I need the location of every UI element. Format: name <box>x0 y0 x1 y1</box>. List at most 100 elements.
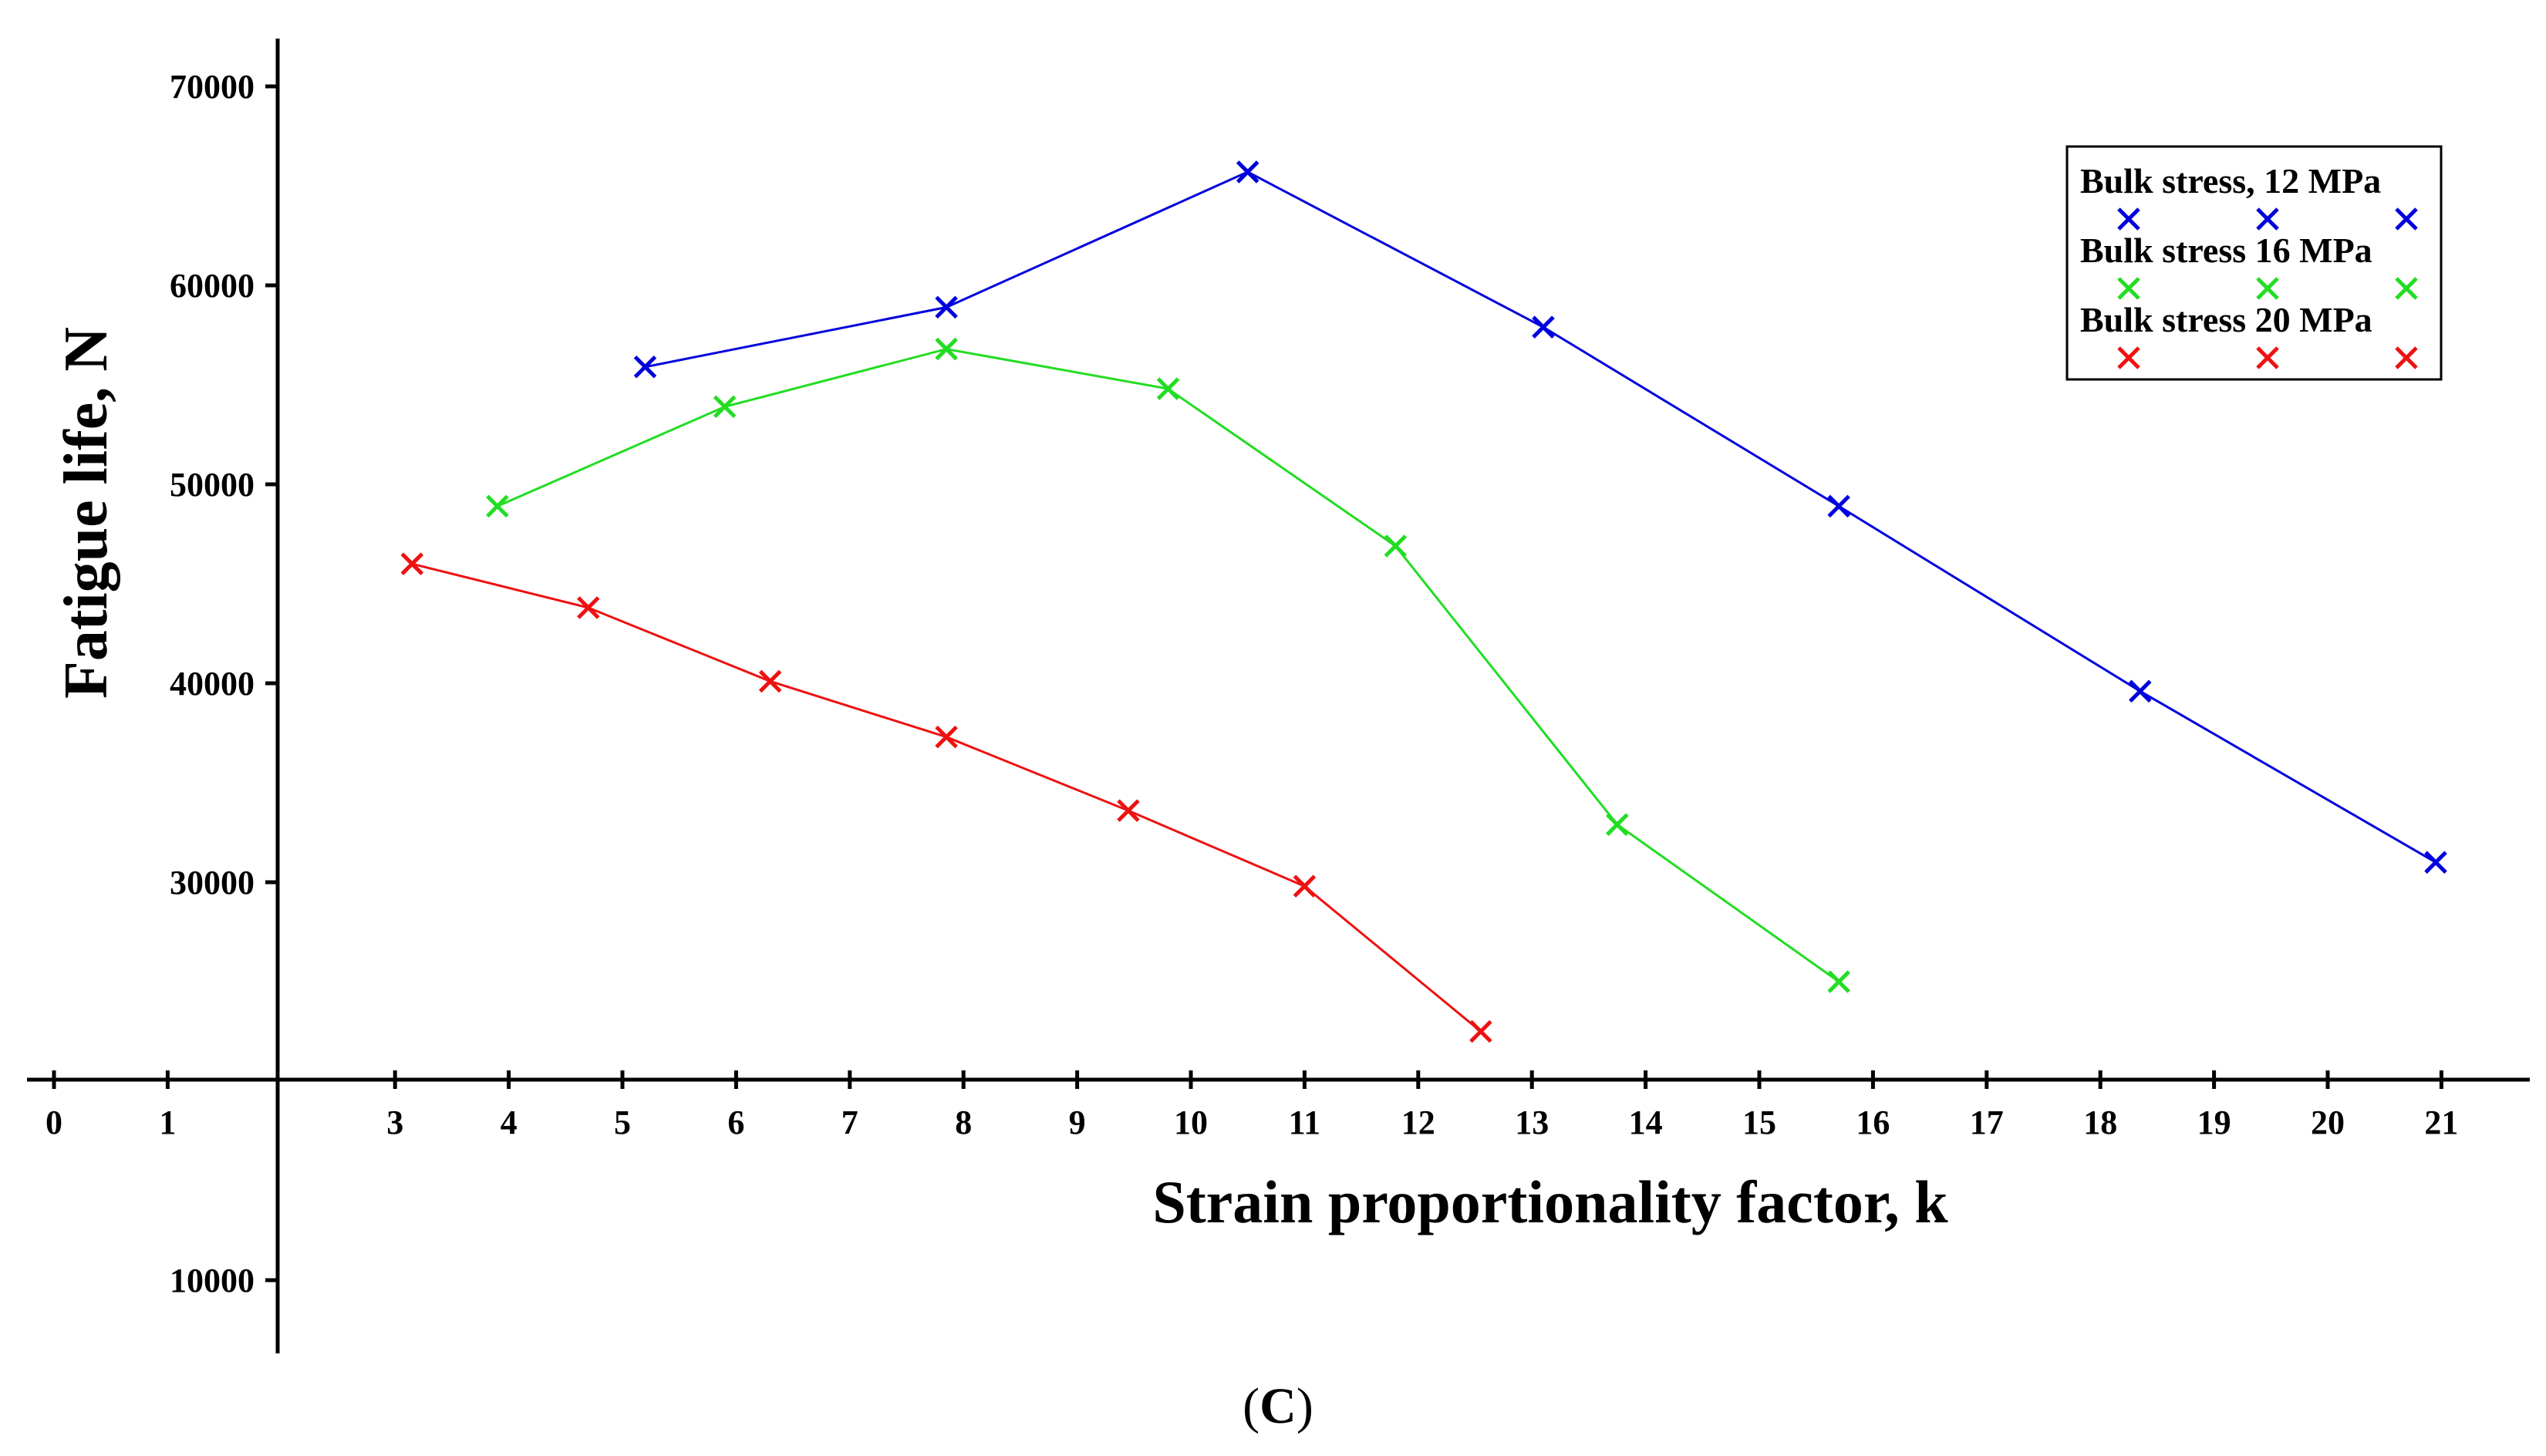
y-tick-label: 30000 <box>170 864 255 902</box>
data-point <box>1384 534 1408 558</box>
panel-label-open: ( <box>1243 1378 1260 1434</box>
marker-stroke <box>1827 494 1850 518</box>
data-point <box>1827 970 1850 993</box>
x-tick-label: 12 <box>1401 1104 1435 1141</box>
data-point <box>1469 1020 1492 1043</box>
marker-stroke <box>2256 346 2279 369</box>
marker-stroke <box>2129 679 2152 703</box>
marker-stroke <box>1156 377 1180 400</box>
data-point <box>935 337 958 361</box>
marker-stroke <box>2256 207 2279 231</box>
marker-stroke <box>2256 277 2279 300</box>
x-tick-label: 10 <box>1174 1104 1208 1141</box>
x-tick-label: 18 <box>2083 1104 2117 1141</box>
x-tick-label: 0 <box>46 1104 62 1141</box>
data-point <box>1532 315 1555 339</box>
marker-stroke <box>1827 970 1850 993</box>
data-point <box>1236 160 1260 184</box>
marker-stroke <box>1469 1020 1492 1043</box>
marker-stroke <box>1117 799 1140 822</box>
data-point <box>486 494 509 518</box>
x-axis-title: Strain proportionality factor, k <box>1152 1168 1948 1235</box>
panel-label: (C) <box>1243 1378 1313 1434</box>
marker-stroke <box>2395 346 2418 369</box>
data-point <box>1827 494 1850 518</box>
marker-stroke <box>713 395 737 419</box>
series-line-3 <box>411 562 1482 1033</box>
x-tick-label: 19 <box>2197 1104 2231 1141</box>
x-tick-label: 11 <box>1289 1104 1321 1141</box>
legend-marker <box>2256 346 2279 369</box>
x-tick-label: 4 <box>501 1104 518 1141</box>
marker-stroke <box>1605 813 1629 836</box>
data-point <box>935 295 958 319</box>
marker-stroke <box>577 596 600 619</box>
marker-stroke <box>2395 277 2418 300</box>
data-point <box>577 596 600 619</box>
y-tick-label: 10000 <box>170 1262 255 1299</box>
data-point <box>1293 875 1317 898</box>
x-tick-label: 7 <box>841 1104 858 1141</box>
marker-stroke <box>1532 315 1555 339</box>
data-point <box>633 356 657 379</box>
legend-marker <box>2117 277 2140 300</box>
legend: Bulk stress, 12 MPa Bulk stress 16 MPa Bul… <box>2065 145 2443 381</box>
x-tick-label: 9 <box>1069 1104 1086 1141</box>
x-tick-label: 3 <box>386 1104 403 1141</box>
series-layer <box>400 160 2447 1043</box>
legend-marker <box>2117 346 2140 369</box>
y-tick-label: 70000 <box>170 68 255 106</box>
legend-label: Bulk stress 20 MPa <box>2080 300 2372 339</box>
x-tick-label: 20 <box>2311 1104 2345 1141</box>
legend-marker <box>2395 277 2418 300</box>
marker-stroke <box>400 552 424 575</box>
marker-stroke <box>758 669 782 693</box>
legend-label: Bulk stress, 12 MPa <box>2080 161 2381 201</box>
legend-label: Bulk stress 16 MPa <box>2080 231 2372 270</box>
marker-stroke <box>2117 207 2140 231</box>
x-tick-label: 6 <box>727 1104 744 1141</box>
data-point <box>2424 851 2447 874</box>
data-point <box>2129 679 2152 703</box>
x-tick-label: 13 <box>1515 1104 1549 1141</box>
data-point <box>1605 813 1629 836</box>
x-tick-label: 1 <box>159 1104 176 1141</box>
y-tick-label: 40000 <box>170 665 255 703</box>
panel-label-letter: C <box>1260 1378 1297 1434</box>
data-point <box>758 669 782 693</box>
y-tick-label: 60000 <box>170 267 255 305</box>
x-tick-label: 21 <box>2424 1104 2458 1141</box>
y-axis-title: Fatigue life, N <box>52 327 120 699</box>
marker-stroke <box>2424 851 2447 874</box>
y-tick-label: 50000 <box>170 466 255 504</box>
marker-stroke <box>1236 160 1260 184</box>
x-tick-label: 15 <box>1742 1104 1776 1141</box>
legend-marker <box>2256 207 2279 231</box>
x-tick-label: 16 <box>1856 1104 1890 1141</box>
axes: 0 1 3 4 5 6 7 8 9 10 11 12 13 14 15 16 17 18 19 20 213000040… <box>27 39 2530 1353</box>
marker-stroke <box>935 337 958 361</box>
data-point <box>713 395 737 419</box>
marker-stroke <box>935 725 958 749</box>
x-tick-label: 14 <box>1629 1104 1663 1141</box>
marker-stroke <box>2117 277 2140 300</box>
marker-stroke <box>2395 207 2418 231</box>
x-tick-label: 17 <box>1970 1104 2004 1141</box>
marker-stroke <box>486 494 509 518</box>
legend-box <box>2065 145 2443 381</box>
data-point <box>400 552 424 575</box>
series-line-2 <box>497 348 1840 983</box>
marker-stroke <box>1384 534 1408 558</box>
legend-marker <box>2395 207 2418 231</box>
data-point <box>1156 377 1180 400</box>
x-tick-label: 5 <box>614 1104 631 1141</box>
data-point <box>1117 799 1140 822</box>
marker-stroke <box>1293 875 1317 898</box>
legend-marker <box>2256 277 2279 300</box>
panel-label-close: ) <box>1297 1378 1313 1434</box>
x-tick-label: 8 <box>955 1104 972 1141</box>
marker-stroke <box>633 356 657 379</box>
legend-marker <box>2117 207 2140 231</box>
marker-stroke <box>2117 346 2140 369</box>
